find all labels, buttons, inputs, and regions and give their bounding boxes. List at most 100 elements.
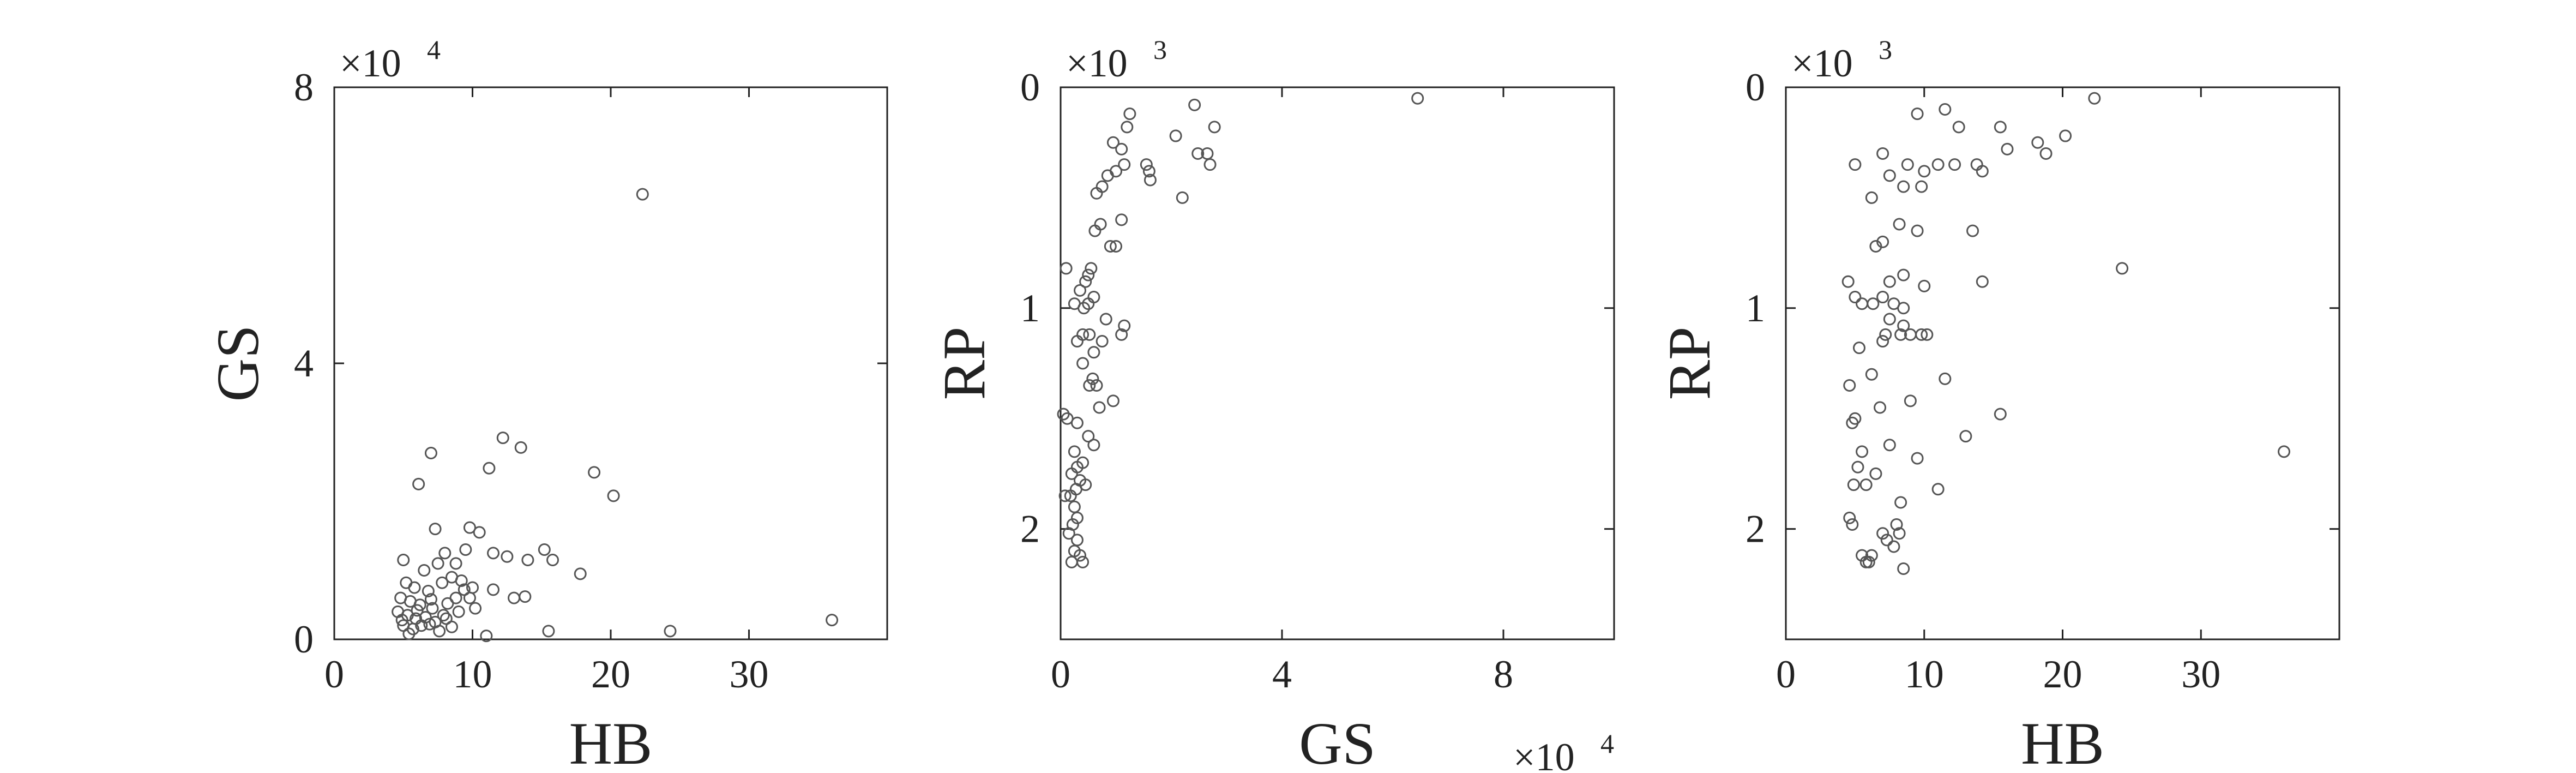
data-point bbox=[423, 618, 436, 631]
x-tick-label: 30 bbox=[2181, 652, 2220, 696]
data-point bbox=[1062, 527, 1075, 540]
y-multiplier-exp: 3 bbox=[1879, 34, 1892, 65]
data-point bbox=[1865, 191, 1878, 204]
data-point bbox=[1867, 297, 1880, 310]
data-point bbox=[1082, 268, 1095, 281]
data-point bbox=[2059, 129, 2072, 142]
data-point bbox=[1921, 328, 1934, 341]
data-point bbox=[1064, 489, 1077, 502]
data-point bbox=[1887, 540, 1900, 553]
data-point bbox=[1862, 555, 1875, 568]
data-point bbox=[1897, 319, 1910, 332]
y-tick-label: 1 bbox=[1020, 286, 1040, 330]
data-point bbox=[1976, 275, 1989, 288]
data-point bbox=[1846, 416, 1859, 429]
y-tick-label: 8 bbox=[294, 65, 314, 109]
data-point bbox=[1897, 302, 1910, 315]
data-point bbox=[2088, 92, 2101, 105]
data-point bbox=[1859, 478, 1873, 492]
y-tick-label: 2 bbox=[1746, 507, 1765, 551]
data-point bbox=[1897, 180, 1910, 193]
data-point bbox=[1070, 416, 1084, 429]
data-point bbox=[1918, 279, 1931, 292]
data-point bbox=[424, 446, 437, 459]
data-point bbox=[1090, 379, 1103, 392]
data-point bbox=[826, 614, 839, 627]
data-point bbox=[1082, 297, 1095, 310]
data-point bbox=[636, 188, 649, 201]
data-point bbox=[1966, 224, 1979, 237]
data-point bbox=[397, 554, 410, 567]
data-point bbox=[1070, 335, 1084, 348]
plot-frame bbox=[1060, 86, 1615, 640]
x-multiplier-base: ×10 bbox=[1513, 735, 1575, 773]
data-point bbox=[1176, 191, 1189, 204]
data-point bbox=[1208, 121, 1221, 134]
data-point bbox=[1093, 401, 1106, 414]
data-point bbox=[1142, 165, 1155, 178]
data-point bbox=[1843, 379, 1856, 392]
data-point bbox=[1904, 394, 1917, 408]
data-point bbox=[1061, 412, 1074, 425]
data-point bbox=[1939, 103, 1952, 116]
data-point bbox=[546, 554, 559, 567]
data-point bbox=[473, 526, 486, 539]
data-point bbox=[1086, 372, 1099, 385]
data-point bbox=[1087, 346, 1100, 359]
data-point bbox=[1106, 394, 1120, 408]
data-point bbox=[1118, 319, 1131, 332]
data-point bbox=[452, 605, 465, 618]
data-point bbox=[455, 574, 468, 587]
data-point bbox=[1890, 518, 1903, 531]
panel-hb-gs: 0 10 20 30 0 4 8 HB GS ×10 4 bbox=[204, 34, 888, 773]
data-point bbox=[1918, 165, 1931, 178]
data-point bbox=[429, 523, 442, 536]
data-point bbox=[1856, 445, 1869, 458]
y-tick-label: 4 bbox=[294, 341, 314, 385]
y-multiplier-exp: 3 bbox=[1153, 34, 1167, 65]
data-point bbox=[1939, 372, 1952, 385]
y-multiplier-base: ×10 bbox=[1791, 41, 1853, 85]
data-point bbox=[1865, 368, 1878, 381]
y-multiplier-base: ×10 bbox=[1066, 41, 1128, 85]
data-point bbox=[458, 583, 471, 596]
data-point bbox=[487, 583, 500, 596]
data-point bbox=[1959, 430, 1972, 443]
data-point bbox=[1058, 489, 1072, 502]
data-point bbox=[1897, 562, 1910, 575]
data-point bbox=[1085, 262, 1098, 275]
data-point bbox=[1076, 357, 1090, 370]
data-point bbox=[1191, 147, 1205, 160]
data-point bbox=[1099, 313, 1112, 326]
data-point bbox=[463, 521, 476, 534]
data-point bbox=[496, 432, 509, 445]
x-tick-label: 0 bbox=[1051, 652, 1070, 696]
y-axis-label: GS bbox=[204, 325, 271, 402]
y-multiplier-exp: 4 bbox=[427, 34, 441, 65]
data-point bbox=[1849, 158, 1862, 171]
data-point bbox=[1087, 439, 1100, 452]
data-point bbox=[514, 441, 527, 454]
x-tick-label: 10 bbox=[453, 652, 492, 696]
data-point bbox=[1894, 496, 1907, 509]
data-point bbox=[1948, 158, 1961, 171]
data-point bbox=[1897, 268, 1910, 281]
data-point bbox=[422, 584, 435, 597]
data-point bbox=[1893, 527, 1906, 540]
data-point bbox=[1994, 121, 2007, 134]
data-point bbox=[1883, 439, 1896, 452]
data-point bbox=[1874, 401, 1887, 414]
data-point bbox=[445, 620, 458, 633]
data-point bbox=[395, 614, 408, 627]
data-point bbox=[1074, 284, 1087, 297]
data-point bbox=[1068, 445, 1081, 458]
data-point bbox=[1079, 275, 1092, 288]
x-axis-label: GS bbox=[1299, 710, 1376, 773]
data-point bbox=[449, 557, 462, 570]
data-point bbox=[1869, 239, 1882, 253]
data-point bbox=[1203, 158, 1217, 171]
data-point bbox=[1876, 335, 1889, 348]
data-point bbox=[1856, 297, 1869, 310]
data-point bbox=[1856, 549, 1869, 562]
data-point bbox=[1123, 107, 1136, 121]
